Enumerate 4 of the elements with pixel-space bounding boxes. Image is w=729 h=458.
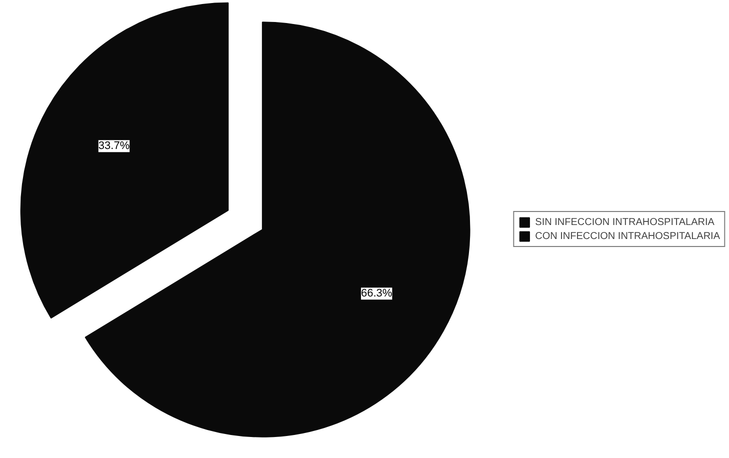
data-label: 66.3%: [360, 288, 392, 300]
legend-label: CON INFECCION INTRAHOSPITALARIA: [535, 230, 720, 242]
legend-label: SIN INFECCION INTRAHOSPITALARIA: [535, 216, 714, 228]
data-label: 33.7%: [98, 140, 130, 152]
